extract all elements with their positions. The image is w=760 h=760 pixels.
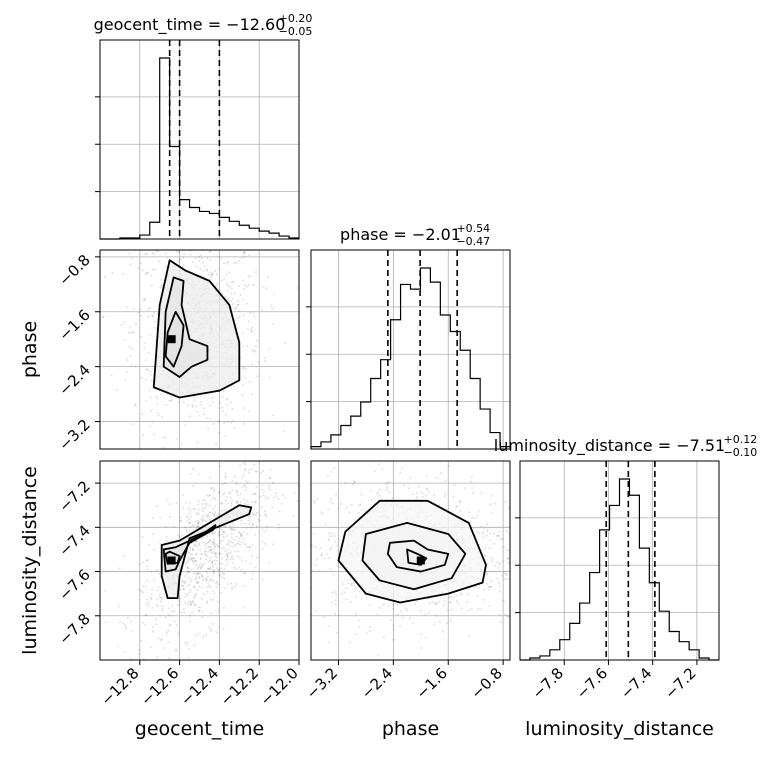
contour-line: [361, 522, 467, 591]
hist-panel-phase: phase = −2.01+0.54−0.47: [306, 222, 511, 450]
x-tick-label: −7.2: [661, 664, 699, 702]
x-tick-label: −12.6: [137, 664, 182, 709]
x-axis-label: phase: [382, 718, 439, 740]
y-axis-phase: −3.2 −2.4 −1.6 −0.8 phase: [19, 251, 100, 454]
panel-frame: [310, 249, 511, 450]
contour-line: [164, 310, 185, 368]
y-axis-label: luminosity_distance: [19, 466, 41, 655]
hist-step-luminosity_distance: [520, 478, 719, 661]
samples-luminosity_distance_vs_geocent_time: [104, 461, 299, 660]
x-tick-label: −7.4: [617, 664, 655, 702]
hist-step-phase: [310, 267, 511, 449]
panel-frame: [310, 460, 511, 661]
y-tick-label: −1.6: [55, 306, 93, 344]
x-tick-label: −0.8: [467, 664, 505, 702]
title-sup-phase: +0.54: [456, 222, 490, 235]
title-sub-phase: −0.47: [456, 235, 490, 248]
density-fill: [153, 260, 240, 398]
title-geocent_time: geocent_time = −12.60: [94, 15, 286, 35]
hist-step-geocent_time: [100, 57, 300, 240]
title-luminosity_distance: luminosity_distance = −7.51: [494, 436, 725, 456]
x-tick-label: −7.8: [529, 664, 567, 702]
y-tick-label: −7.8: [55, 610, 93, 648]
contour-line: [386, 539, 450, 573]
panel-luminosity_distance_vs_phase: [310, 460, 511, 661]
panel-frame: [99, 460, 300, 661]
x-tick-label: −12.2: [217, 664, 262, 709]
x-tick-label: −12.8: [97, 664, 142, 709]
x-tick-label: −7.6: [573, 664, 611, 702]
contour-line: [337, 499, 487, 604]
x-axis-geocent_time: −12.8−12.6−12.4−12.2−12.0 geocent_time: [97, 660, 302, 740]
title-sup-luminosity_distance: +0.12: [724, 433, 758, 446]
contour-line: [162, 276, 209, 378]
y-tick-label: −2.4: [55, 361, 93, 399]
x-tick-label: −1.6: [413, 664, 451, 702]
mode-marker: [167, 556, 176, 565]
contour-line: [162, 524, 217, 573]
panel-frame: [519, 460, 720, 661]
y-tick-label: −7.2: [55, 477, 93, 515]
mode-marker: [416, 556, 425, 565]
contour-line: [160, 504, 253, 599]
hist-panel-luminosity_distance: luminosity_distance = −7.51+0.12−0.10: [494, 433, 758, 661]
panel-luminosity_distance_vs_geocent_time: [99, 460, 300, 661]
x-axis-label: geocent_time: [135, 718, 264, 740]
x-axis-luminosity_distance: −7.8 −7.6 −7.4 −7.2 luminosity_distance: [525, 660, 714, 740]
panel-phase_vs_geocent_time: [99, 249, 300, 450]
x-tick-label: −12.0: [257, 664, 302, 709]
title-phase: phase = −2.01: [340, 225, 461, 244]
panel-frame: [99, 249, 300, 450]
contour-line: [152, 259, 241, 399]
y-axis-luminosity_distance: −7.8 −7.6 −7.4 −7.2 luminosity_distance: [19, 466, 100, 655]
hist-panel-geocent_time: geocent_time = −12.60+0.20−0.05: [94, 12, 313, 240]
y-tick-label: −3.2: [55, 416, 93, 454]
x-tick-label: −3.2: [303, 664, 341, 702]
y-tick-label: −0.8: [55, 251, 93, 289]
y-tick-label: −7.6: [55, 566, 93, 604]
title-sub-geocent_time: −0.05: [279, 25, 313, 38]
x-axis-label: luminosity_distance: [525, 718, 714, 740]
title-sub-luminosity_distance: −0.10: [724, 446, 758, 459]
contour-line: [164, 550, 181, 565]
x-tick-label: −12.4: [177, 664, 222, 709]
density-fill: [161, 505, 252, 599]
y-axis-label: phase: [19, 321, 41, 378]
x-axis-phase: −3.2 −2.4 −1.6 −0.8 phase: [303, 660, 506, 740]
y-tick-label: −7.4: [55, 521, 93, 559]
mode-marker: [167, 335, 176, 344]
x-tick-label: −2.4: [358, 664, 396, 702]
panel-frame: [99, 39, 300, 240]
title-sup-geocent_time: +0.20: [279, 12, 313, 25]
